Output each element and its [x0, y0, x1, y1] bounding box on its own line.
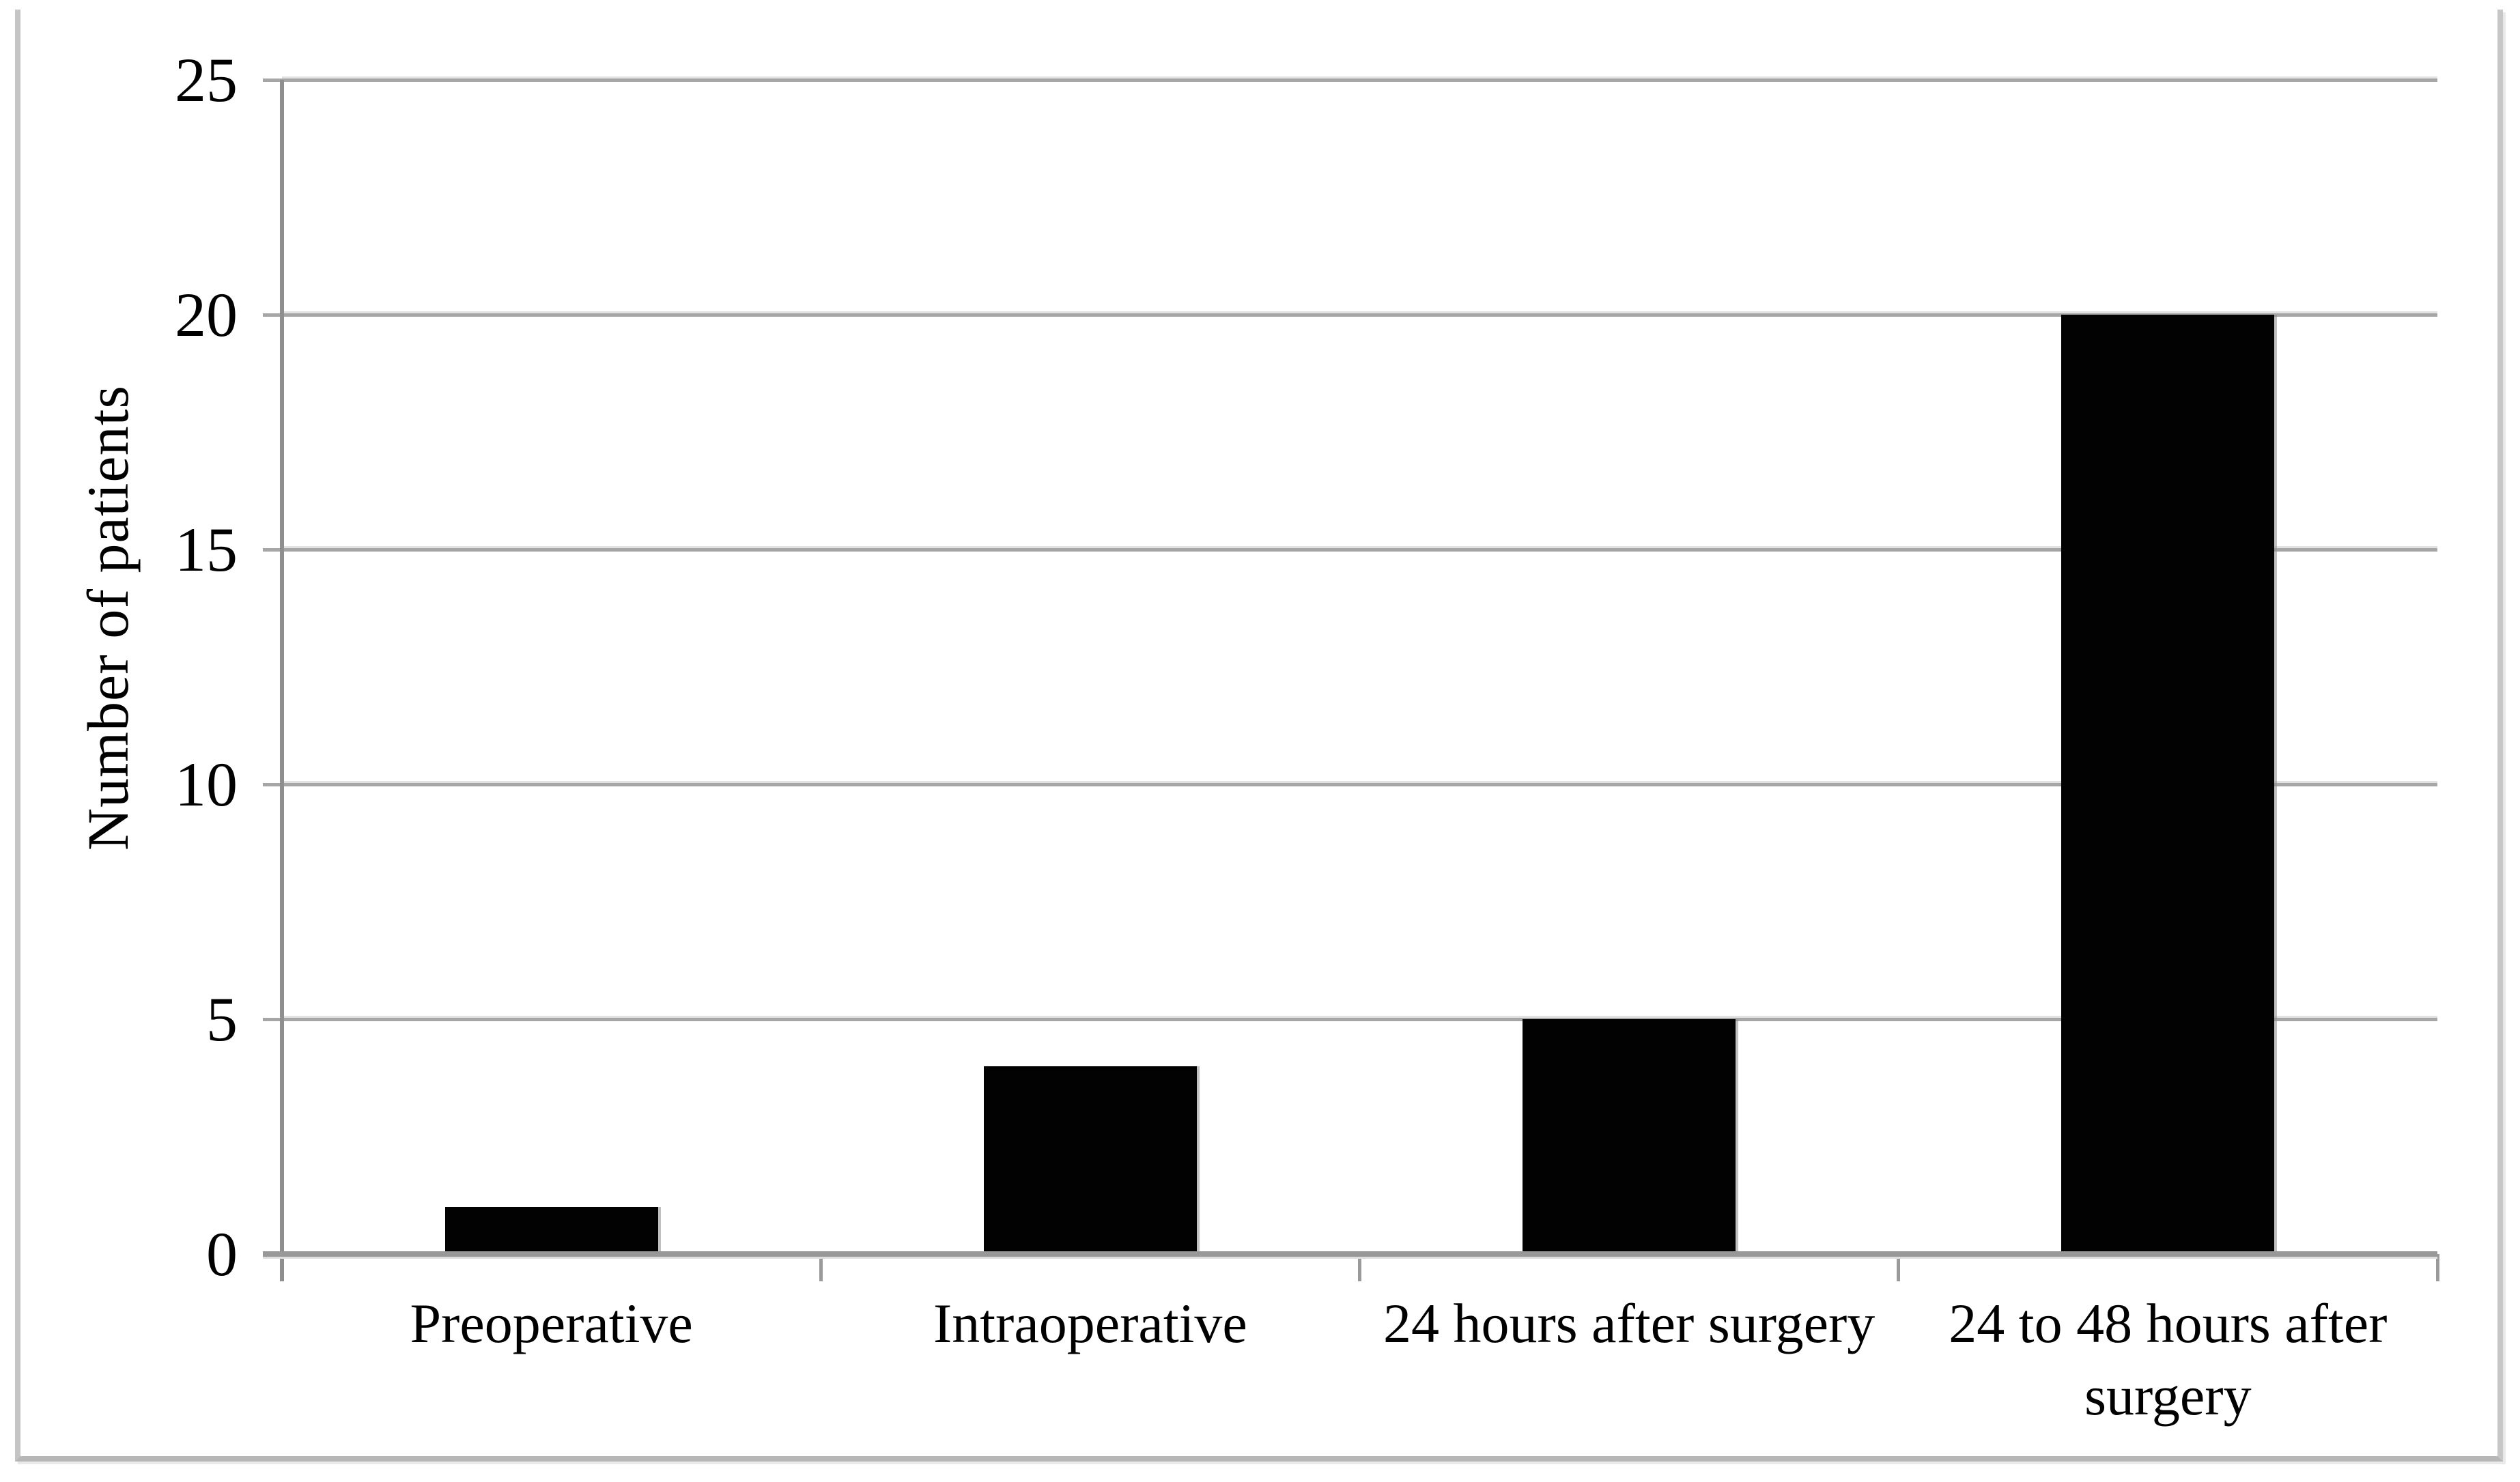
gridline-25 — [282, 78, 2437, 82]
bar-24-hours-after-surgery — [1523, 1019, 1736, 1254]
gridline-10 — [282, 782, 2437, 786]
bar-preoperative — [444, 1207, 658, 1254]
bar-intraoperative — [983, 1066, 1197, 1254]
y-tick-label-15: 15 — [175, 515, 238, 584]
x-tick-label-1: Preoperative — [410, 1292, 693, 1354]
x-tick-mark-4 — [2435, 1254, 2439, 1281]
y-tick-label-25: 25 — [175, 45, 238, 115]
bar-24-to-48-hours-after-surgery — [2061, 315, 2275, 1254]
gridline-15 — [282, 547, 2437, 552]
x-tick-label-3: 24 hours after surgery — [1383, 1292, 1875, 1354]
x-tick-mark-1 — [819, 1254, 823, 1281]
x-tick-label-4: 24 to 48 hours after surgery — [1949, 1292, 2388, 1427]
x-tick-mark-2 — [1358, 1254, 1361, 1281]
figure-border — [15, 10, 2503, 1462]
y-tick-label-20: 20 — [175, 280, 238, 350]
x-axis-line — [263, 1251, 2437, 1257]
y-tick-mark-10 — [263, 782, 282, 786]
y-tick-label-10: 10 — [175, 750, 238, 819]
x-tick-label-2: Intraoperative — [933, 1292, 1247, 1354]
y-tick-mark-20 — [263, 313, 282, 317]
y-tick-label-5: 5 — [206, 984, 238, 1054]
y-tick-mark-15 — [263, 547, 282, 552]
y-tick-label-0: 0 — [206, 1219, 238, 1289]
y-tick-mark-5 — [263, 1017, 282, 1021]
gridline-20 — [282, 313, 2437, 317]
x-tick-mark-3 — [1897, 1254, 1901, 1281]
gridline-5 — [282, 1017, 2437, 1021]
y-tick-mark-25 — [263, 78, 282, 82]
y-axis-line — [280, 80, 284, 1281]
